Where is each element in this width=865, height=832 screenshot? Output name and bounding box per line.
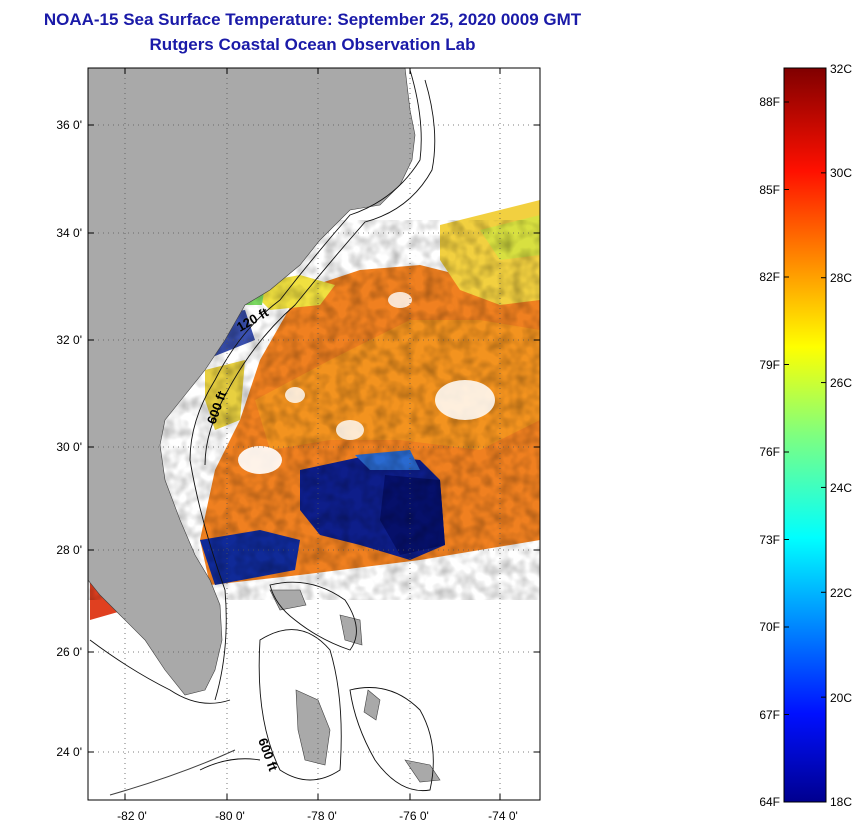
- map-subtitle: Rutgers Coastal Ocean Observation Lab: [149, 35, 476, 54]
- lon-label-80: -80 0': [215, 809, 245, 823]
- f-label-85: 85F: [759, 183, 780, 197]
- graticule: [88, 68, 540, 800]
- sst-map: 120 ft 600 ft 600 ft: [56, 67, 541, 823]
- lon-label-78: -78 0': [307, 809, 337, 823]
- lat-label-26: 26 0': [56, 645, 82, 659]
- c-label-26: 26C: [830, 376, 852, 390]
- colorbar-gradient: [783, 67, 827, 803]
- c-label-18: 18C: [830, 795, 852, 809]
- lat-label-28: 28 0': [56, 543, 82, 557]
- c-label-22: 22C: [830, 586, 852, 600]
- lat-label-32: 32 0': [56, 333, 82, 347]
- c-label-28: 28C: [830, 271, 852, 285]
- c-label-30: 30C: [830, 166, 852, 180]
- c-label-24: 24C: [830, 481, 852, 495]
- f-label-70: 70F: [759, 620, 780, 634]
- f-label-82: 82F: [759, 270, 780, 284]
- lat-label-24: 24 0': [56, 745, 82, 759]
- f-label-88: 88F: [759, 95, 780, 109]
- lon-label-74: -74 0': [488, 809, 518, 823]
- map-title: NOAA-15 Sea Surface Temperature: Septemb…: [43, 10, 582, 29]
- lon-label-82: -82 0': [117, 809, 147, 823]
- f-label-73: 73F: [759, 533, 780, 547]
- f-label-64: 64F: [759, 795, 780, 809]
- tick-marks: [88, 68, 540, 800]
- f-label-67: 67F: [759, 708, 780, 722]
- map-frame: [87, 67, 541, 801]
- lat-label-34: 34 0': [56, 226, 82, 240]
- c-label-20: 20C: [830, 691, 852, 705]
- lat-label-30: 30 0': [56, 440, 82, 454]
- c-label-32: 32C: [830, 62, 852, 76]
- florida-keys: [109, 749, 236, 796]
- f-label-79: 79F: [759, 358, 780, 372]
- bahamas-islands: [269, 589, 441, 783]
- temperature-colorbar: 32C 30C 28C 26C 24C 22C 20C 18C 88F 85F …: [759, 62, 852, 809]
- f-label-76: 76F: [759, 445, 780, 459]
- lon-label-76: -76 0': [399, 809, 429, 823]
- lat-label-36: 36 0': [56, 118, 82, 132]
